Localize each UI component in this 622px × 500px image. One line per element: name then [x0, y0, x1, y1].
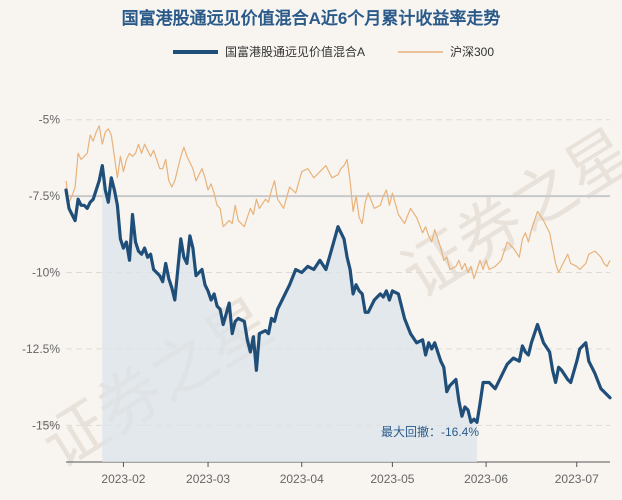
chart-title: 国富港股通远见价值混合A近6个月累计收益率走势 — [122, 8, 501, 28]
x-tick-label: 2023-04 — [280, 472, 324, 486]
legend-index-label: 沪深300 — [450, 45, 494, 59]
series-line-fund — [64, 164, 612, 424]
series-lines — [64, 125, 612, 424]
x-tick-label: 2023-07 — [555, 472, 599, 486]
x-tick-label: 2023-05 — [370, 472, 414, 486]
max-drawdown-label: 最大回撤：-16.4% — [381, 424, 479, 439]
y-axis-ticks: -5% -7.5% -10% -12.5% -15% — [22, 113, 60, 433]
x-tick-label: 2023-03 — [186, 472, 230, 486]
legend-fund-label: 国富港股通远见价值混合A — [225, 44, 365, 59]
x-tick-label: 2023-02 — [101, 472, 145, 486]
legend: 国富港股通远见价值混合A 沪深300 — [173, 44, 494, 59]
y-tick-label: -10% — [32, 266, 60, 280]
y-tick-label: -12.5% — [22, 342, 60, 356]
x-axis: 2023-02 2023-03 2023-04 2023-05 2023-06 2023-… — [66, 461, 610, 486]
drawdown-region — [102, 165, 478, 462]
y-tick-label: -15% — [32, 418, 60, 432]
y-tick-label: -7.5% — [29, 189, 61, 203]
y-tick-label: -5% — [39, 113, 61, 127]
drawdown-area — [102, 165, 478, 462]
series-line-index — [65, 125, 611, 280]
watermark-text-2: 证券之星 — [389, 115, 622, 313]
x-tick-label: 2023-06 — [464, 472, 508, 486]
